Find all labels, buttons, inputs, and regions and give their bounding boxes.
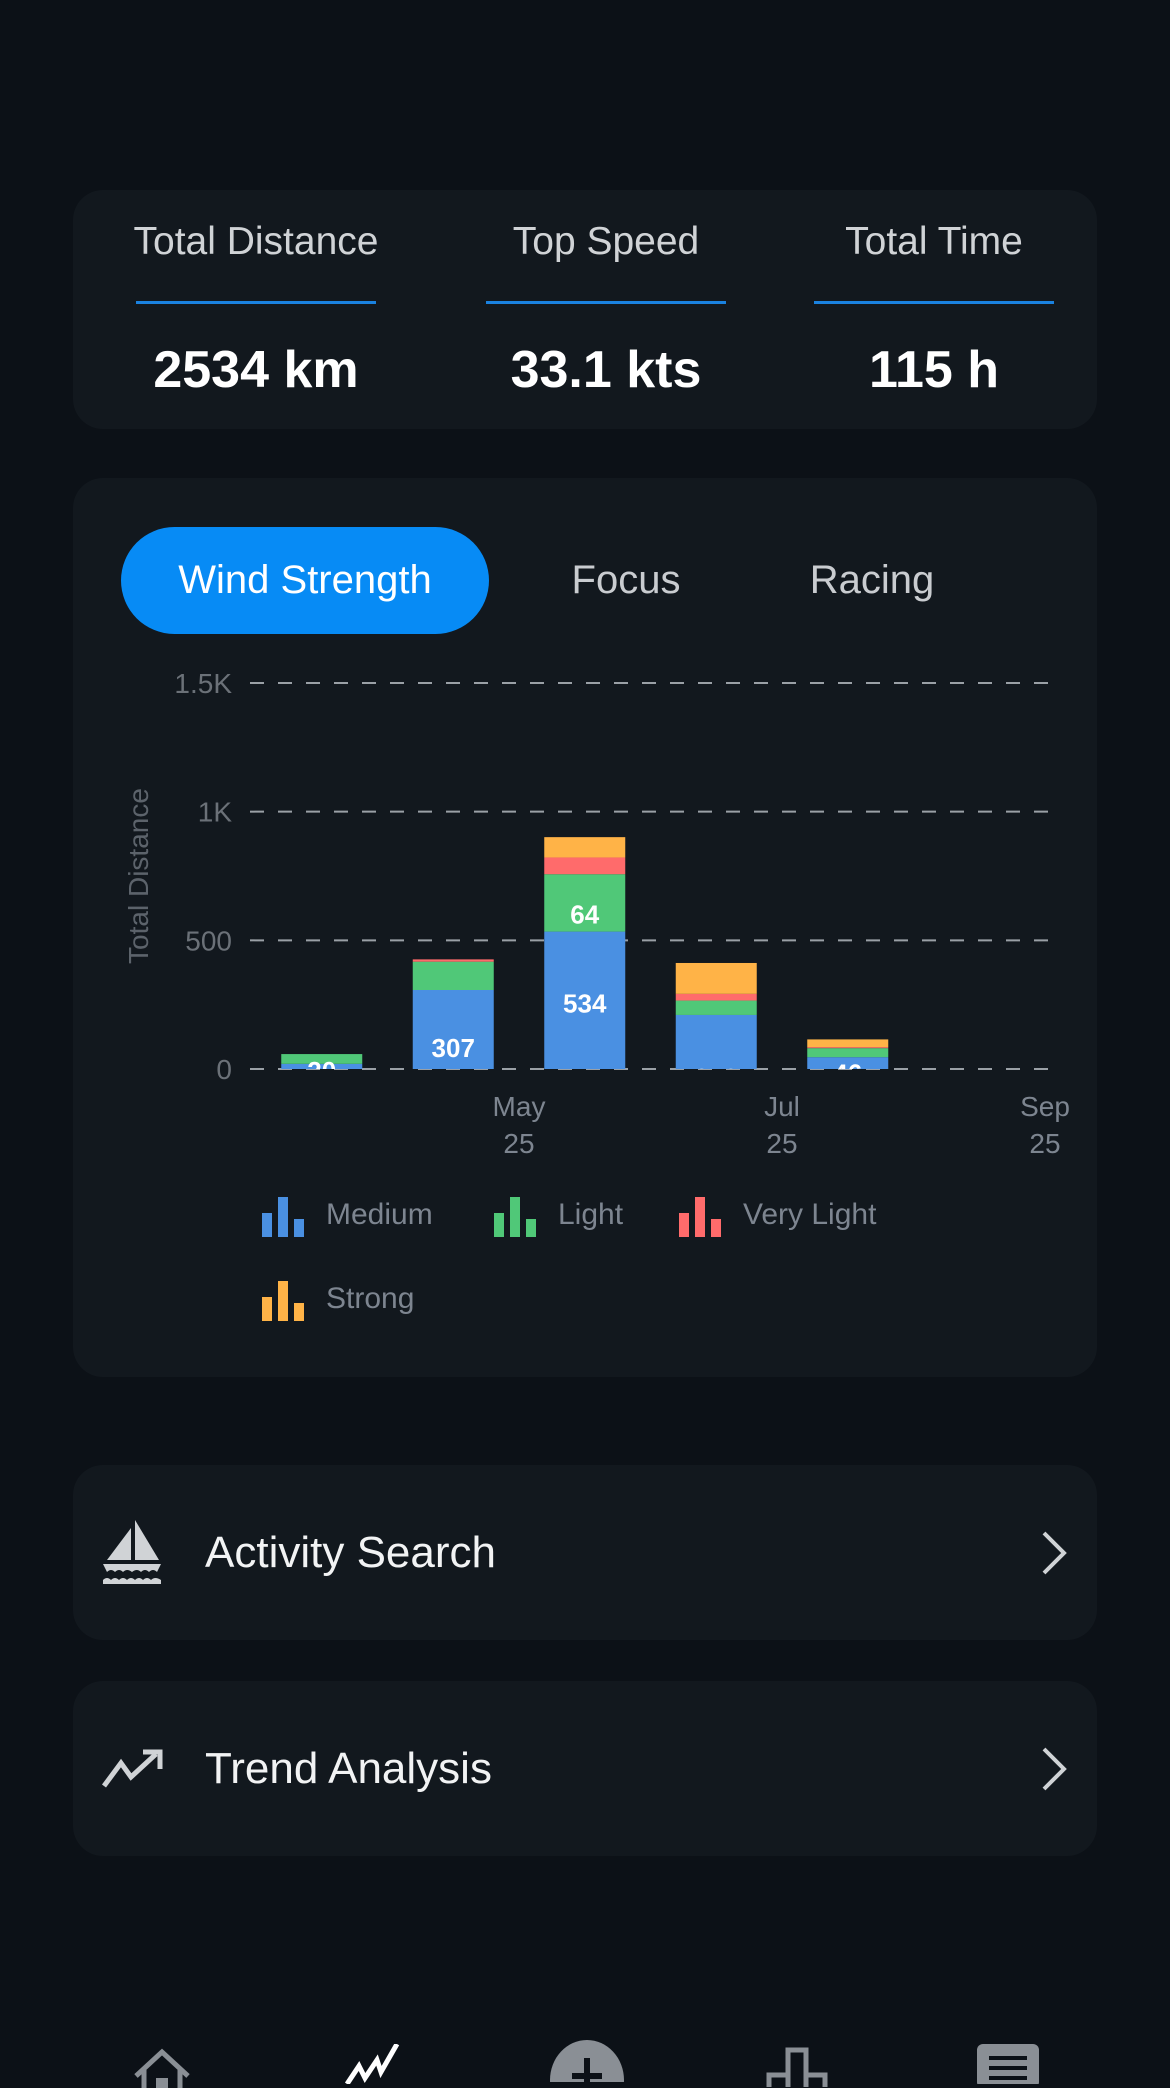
- stat-value: 115 h: [868, 341, 1000, 399]
- data-label: 46: [833, 1059, 862, 1089]
- bar-segment-light: [281, 1054, 363, 1064]
- bar-segment-medium: [412, 989, 494, 1069]
- tab-racing[interactable]: Racing: [809, 558, 935, 602]
- bar-segment-medium: [281, 1063, 363, 1069]
- stats-card: Total Distance 2534 km Top Speed 33.1 kt…: [73, 190, 1097, 429]
- bar-segment-strong: [675, 962, 757, 994]
- legend-label: Medium: [326, 1198, 433, 1231]
- x-tick-label: 25: [1029, 1128, 1060, 1159]
- legend-label: Light: [558, 1198, 624, 1231]
- stat-underline: [814, 301, 1054, 304]
- data-label: 534: [563, 988, 607, 1018]
- home-icon[interactable]: [132, 2048, 192, 2088]
- legend-strong[interactable]: Strong: [262, 1277, 414, 1321]
- tab-wind-strength[interactable]: Wind Strength: [121, 527, 489, 634]
- x-tick-label: Sep: [1020, 1091, 1070, 1122]
- stats-icon[interactable]: [345, 2044, 405, 2084]
- bar-segment-strong: [807, 1039, 889, 1048]
- bar-segment-light: [675, 1000, 757, 1015]
- bar-segment-very-light: [807, 1047, 889, 1049]
- activity-search-row[interactable]: Activity Search: [73, 1465, 1097, 1640]
- chevron-right-icon: [1042, 1531, 1067, 1574]
- bar-chart-icon: [262, 1281, 304, 1321]
- stat-value: 33.1 kts: [510, 341, 702, 399]
- trend-analysis-row[interactable]: Trend Analysis: [73, 1681, 1097, 1856]
- tab-focus[interactable]: Focus: [571, 558, 681, 602]
- sailboat-icon: [103, 1519, 161, 1584]
- bar-chart-icon: [262, 1197, 304, 1237]
- data-label: 307: [432, 1033, 475, 1063]
- bar-chart-icon: [679, 1197, 721, 1237]
- bar-segment-medium: [544, 931, 626, 1069]
- legend-light[interactable]: Light: [494, 1193, 623, 1237]
- bar-segment-very-light: [675, 993, 757, 1001]
- x-tick-label: Jul: [764, 1091, 800, 1122]
- bar-segment-light: [544, 874, 626, 932]
- legend-label: Strong: [326, 1282, 415, 1315]
- bar-segment-medium: [675, 1014, 757, 1069]
- data-label: 210: [695, 1063, 738, 1093]
- stat-label: Top Speed: [512, 220, 700, 263]
- stat-underline: [136, 301, 376, 304]
- stat-label: Total Distance: [133, 220, 379, 263]
- bar-segment-medium: [807, 1057, 889, 1069]
- bar-segment-light: [807, 1048, 889, 1058]
- row-label: Trend Analysis: [205, 1743, 492, 1793]
- data-label: 64: [570, 900, 599, 930]
- logbook-icon[interactable]: [977, 2044, 1039, 2084]
- bar-chart-icon: [494, 1197, 536, 1237]
- bar-segment-light: [412, 961, 494, 990]
- bar-segment-strong: [544, 837, 626, 858]
- add-icon[interactable]: [550, 2040, 624, 2082]
- legend-label: Very Light: [743, 1198, 877, 1231]
- stat-value: 2534 km: [153, 341, 359, 399]
- y-tick-label: 1K: [198, 797, 233, 828]
- y-tick-label: 500: [185, 925, 232, 956]
- x-tick-label: 25: [503, 1128, 534, 1159]
- y-tick-label: 0: [216, 1054, 232, 1085]
- bar-segment-very-light: [412, 959, 494, 962]
- x-tick-label: 25: [766, 1128, 797, 1159]
- leaderboard-icon[interactable]: [766, 2047, 828, 2087]
- stat-label: Total Time: [845, 220, 1023, 263]
- wind-strength-chart: 0 500 1K 1.5K May 25 Jul 25 Sep 25 20 307 64 534 210 4…: [123, 668, 1070, 1159]
- chevron-right-icon: [1042, 1747, 1067, 1790]
- bar-segment-very-light: [544, 857, 626, 875]
- stat-underline: [486, 301, 726, 304]
- legend-medium[interactable]: Medium: [262, 1193, 433, 1237]
- data-label: 20: [307, 1056, 336, 1086]
- y-tick-label: 1.5K: [174, 668, 232, 699]
- trending-up-icon: [101, 1749, 163, 1787]
- x-tick-label: May: [493, 1091, 546, 1122]
- row-label: Activity Search: [205, 1527, 496, 1577]
- y-axis-label: Total Distance: [123, 788, 154, 964]
- legend-very-light[interactable]: Very Light: [679, 1193, 876, 1237]
